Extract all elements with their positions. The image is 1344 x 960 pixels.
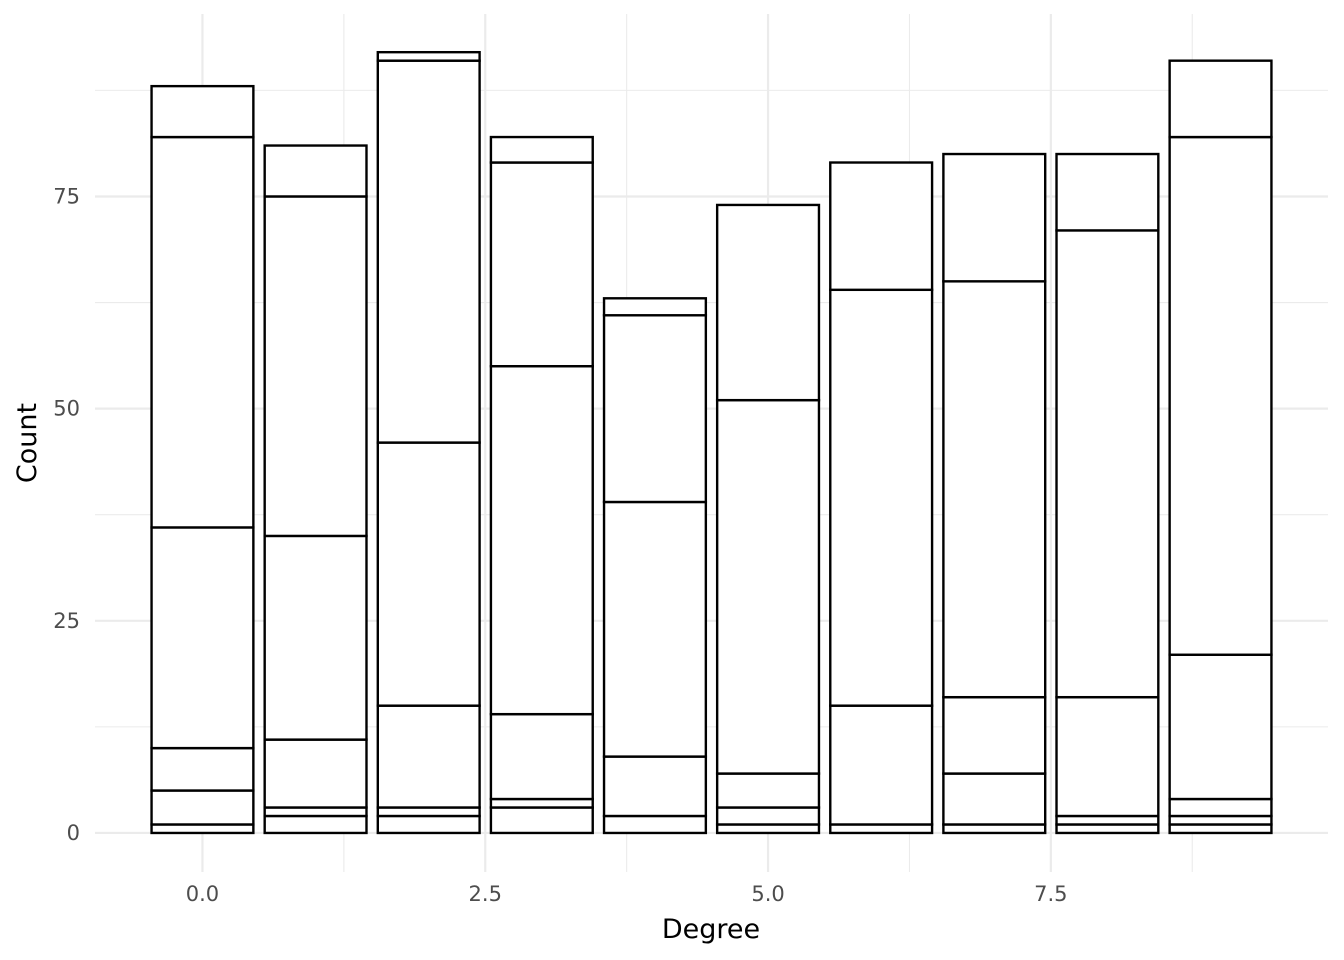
bar-segment: [1168, 814, 1273, 826]
bar-segment: [1168, 653, 1273, 801]
bar-segment: [715, 823, 821, 835]
x-tick-label: 7.5: [1034, 882, 1067, 906]
bar-segment: [942, 772, 1047, 826]
bar-segment: [150, 746, 255, 792]
bar-segment: [376, 814, 481, 835]
y-tick-labels: 0 25 50 75: [53, 184, 80, 844]
bar-segment: [376, 704, 481, 809]
bar-segment: [942, 152, 1047, 283]
bar-segment: [829, 823, 934, 835]
y-tick-label: 25: [53, 609, 80, 633]
bar-segment: [150, 135, 255, 529]
bar-segment: [489, 806, 594, 835]
bar-segment: [489, 364, 594, 716]
bar-segment: [1055, 823, 1160, 835]
bar-segment: [829, 704, 934, 826]
bar-segment: [942, 280, 1047, 699]
bar-segment: [376, 441, 481, 707]
x-tick-label: 5.0: [751, 882, 784, 906]
bar-segment: [376, 59, 481, 444]
bar-segment: [1055, 152, 1160, 232]
bar-segment: [263, 806, 368, 818]
bar-segment: [489, 797, 594, 809]
y-tick-label: 75: [53, 184, 80, 208]
bar-segment: [376, 806, 481, 818]
bar-segment: [602, 314, 708, 504]
bar-segment: [715, 806, 821, 826]
y-tick-label: 0: [67, 821, 80, 845]
bar-segment: [150, 823, 255, 835]
bar-segment: [489, 161, 594, 368]
bar-segment: [602, 814, 708, 835]
bar-segment: [602, 297, 708, 317]
bar-segment: [263, 195, 368, 538]
bar-segment: [942, 823, 1047, 835]
bar-segment: [602, 755, 708, 818]
x-tick-label: 0.0: [186, 882, 219, 906]
bar-segment: [1055, 695, 1160, 818]
x-axis-title: Degree: [662, 914, 760, 945]
bar-segment: [263, 814, 368, 835]
bar-segment: [715, 398, 821, 775]
bar-segment: [489, 135, 594, 164]
bar-segment: [150, 84, 255, 139]
x-tick-labels: 0.0 2.5 5.0 7.5: [186, 882, 1068, 906]
bar-segment: [829, 288, 934, 707]
bar-segment: [376, 50, 481, 62]
bar-segment: [942, 695, 1047, 775]
y-tick-label: 50: [53, 397, 80, 421]
bar-segment: [1055, 229, 1160, 699]
bar-segment: [150, 789, 255, 826]
bar-segment: [1168, 59, 1273, 139]
bar-segment: [1168, 823, 1273, 835]
bars: [150, 50, 1273, 835]
bar-segment: [1055, 814, 1160, 826]
bar-segment: [263, 534, 368, 741]
bar-segment: [489, 712, 594, 801]
bar-segment: [150, 526, 255, 750]
bar-segment: [602, 500, 708, 758]
bar-segment: [829, 161, 934, 292]
bar-segment: [715, 203, 821, 402]
x-tick-label: 2.5: [469, 882, 502, 906]
bar-segment: [715, 772, 821, 809]
bar-segment: [263, 144, 368, 198]
bar-segment: [263, 738, 368, 809]
bar-segment: [1168, 797, 1273, 818]
bar-segment: [1168, 135, 1273, 656]
y-axis-title: Count: [12, 403, 43, 483]
